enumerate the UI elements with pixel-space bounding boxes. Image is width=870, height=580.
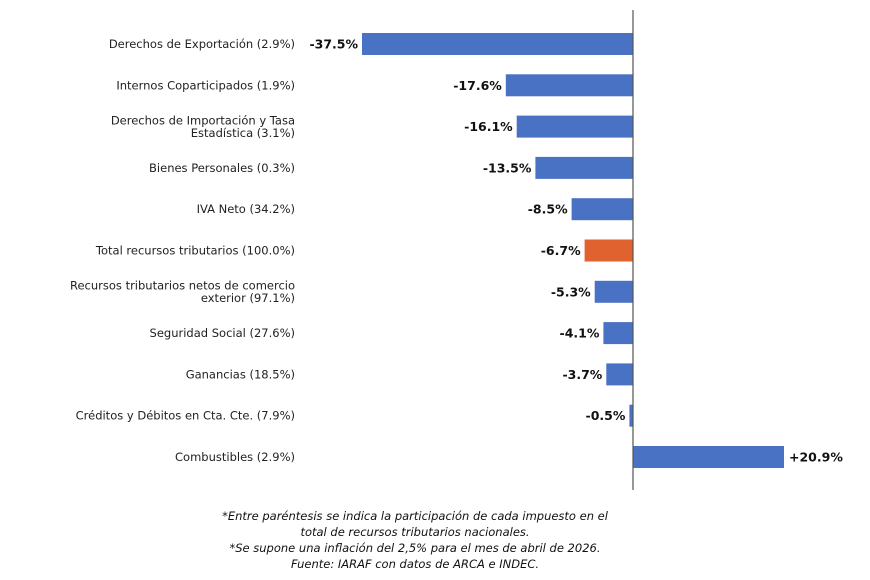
category-label: IVA Neto (34.2%) [197,202,295,216]
value-label: -37.5% [309,37,358,52]
category-label: Bienes Personales (0.3%) [149,161,295,175]
value-label: -0.5% [586,408,626,423]
category-label: Total recursos tributarios (100.0%) [95,244,295,258]
value-label: -4.1% [560,326,600,341]
value-label: -5.3% [551,284,591,299]
bar [594,280,633,303]
bar [603,322,633,345]
bar [606,363,633,386]
bar [629,404,633,427]
value-label: -8.5% [528,202,568,217]
value-labels-group: -37.5% -17.6% -16.1% -13.5% -8.5% -6.7% -5.3% -… [309,37,843,465]
value-label: +20.9% [789,450,843,465]
footnote-line: *Entre paréntesis se indica la participa… [222,509,608,523]
category-label: Recursos tributarios netos de comercio ex… [70,279,295,306]
category-label: Derechos de Importación y Tasa Estadístic… [111,113,295,140]
bar-chart: Derechos de Exportación (2.9%) Internos C… [70,10,843,490]
footnote-line: *Se supone una inflación del 2,5% para e… [229,541,601,555]
value-label: -17.6% [453,78,502,93]
category-label: Ganancias (18.5%) [186,367,295,381]
category-label: Créditos y Débitos en Cta. Cte. (7.9%) [76,409,295,423]
bar [505,74,633,97]
source-note: Fuente: IARAF con datos de ARCA e INDEC. [290,557,540,571]
value-label: -6.7% [541,243,581,258]
value-label: -3.7% [562,367,602,382]
category-labels-group: Derechos de Exportación (2.9%) Internos C… [70,37,295,464]
bar [516,115,633,138]
footnote-line: total de recursos tributarios nacionales… [300,525,530,539]
bar [571,198,633,221]
value-label: -16.1% [464,119,513,134]
bar [362,33,633,55]
value-label: -13.5% [483,160,532,175]
footnotes: *Entre paréntesis se indica la participa… [0,508,830,572]
category-label: Derechos de Exportación (2.9%) [109,37,295,51]
bar-highlight [584,239,633,262]
bar [633,446,784,468]
category-label: Seguridad Social (27.6%) [150,326,295,340]
bars-group [362,33,784,468]
category-label: Internos Coparticipados (1.9%) [116,78,295,92]
bar [535,156,633,179]
category-label: Combustibles (2.9%) [175,450,295,464]
